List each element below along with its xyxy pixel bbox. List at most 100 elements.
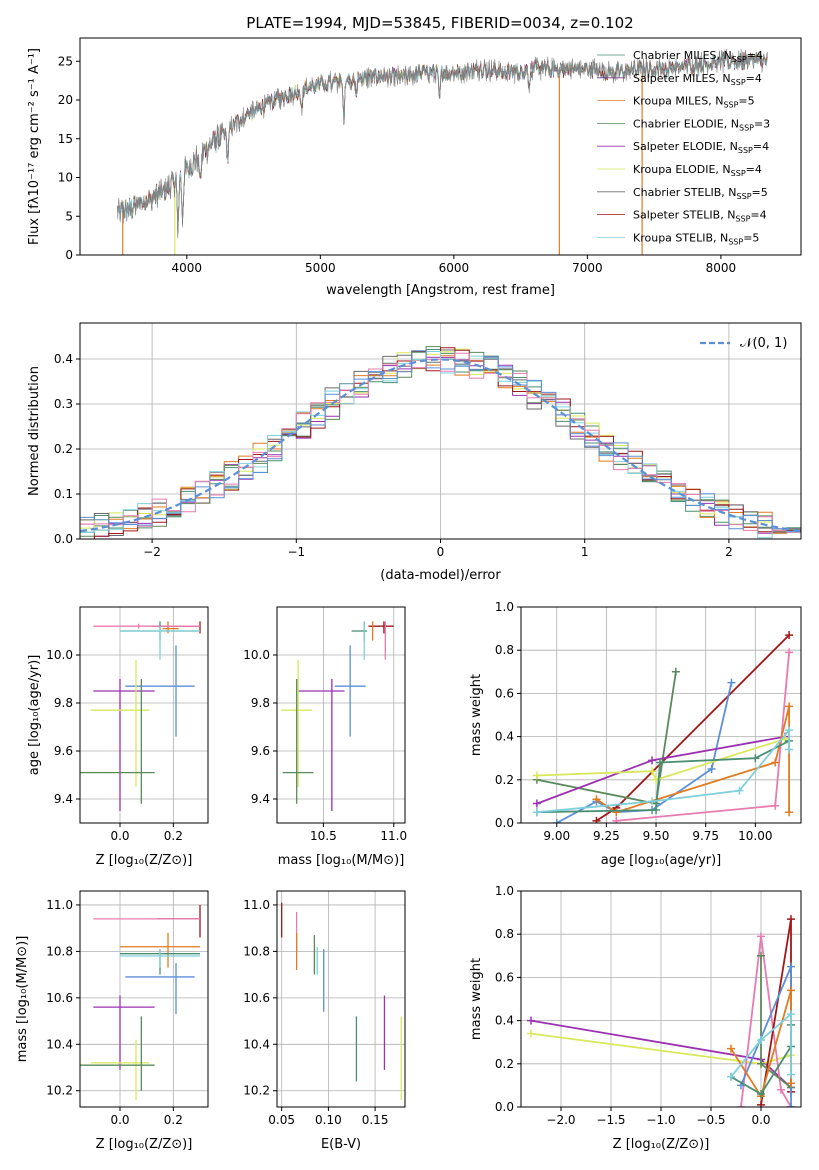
weight_vs_age-weight-marker: [751, 754, 760, 763]
weight_vs_Z-weight-marker: [787, 1079, 795, 1088]
weight_vs_age-weight-marker: [785, 631, 794, 640]
weight_vs_age-frame: [520, 606, 802, 824]
weight_vs_age-weight-marker: [771, 801, 780, 810]
residuals-xtick-label: 2: [725, 545, 733, 559]
spectrum-xtick-label: 6000: [439, 261, 470, 275]
spectrum-ytick-label: 15: [58, 132, 73, 146]
mass_vs_ebv-ytick-label: 10.6: [243, 991, 270, 1005]
mass_vs_ebv-ytick-label: 10.2: [243, 1084, 270, 1098]
spectrum-panel: 4000 5000 6000 7000 8000 0 5 10 15 20 25 wavelength…: [27, 48, 770, 298]
spectrum-legend-subscript: SSP: [735, 215, 750, 224]
weight_vs_Z-xtick-label: −0.5: [696, 1113, 725, 1127]
spectrum-legend-suffix: =5: [752, 186, 768, 199]
residuals-xtick-label: −2: [143, 545, 161, 559]
residuals-ylabel: Normed distribution: [27, 366, 42, 496]
spectrum-legend-label: Chabrier STELIB, NSSP=5: [633, 186, 768, 201]
spectrum-legend-label: Kroupa ELODIE, NSSP=4: [633, 163, 762, 178]
mass_vs_ebv-xtick-label: 0.15: [362, 1113, 389, 1127]
weight_vs_age-ytick-label: 0.6: [495, 686, 514, 700]
age_vs_Z-xlabel: Z [log₁₀(Z/Z⊙)]: [96, 853, 193, 868]
age_vs_Z-panel: 0.0 0.2 9.4 9.6 9.8 10.0 Z [log₁₀(Z/Z⊙)] age [l…: [27, 607, 208, 868]
mass_vs_Z-ytick-label: 10.4: [46, 1037, 73, 1051]
weight_vs_age-xtick-label: 9.25: [593, 829, 620, 843]
weight_vs_age-weight-marker: [785, 702, 794, 711]
spectrum-legend-suffix: =4: [746, 163, 762, 176]
weight_vs_Z-weight-marker: [527, 1016, 535, 1025]
weight_vs_age-ytick-label: 0.4: [495, 730, 514, 744]
weight_vs_age-ytick-label: 0.8: [495, 643, 514, 657]
mass_vs_Z-panel: 0.0 0.2 10.2 10.4 10.6 10.8 11.0 Z [log₁₀(Z/Z⊙)…: [15, 891, 208, 1152]
weight_vs_Z-xtick-label: −2.0: [546, 1113, 575, 1127]
spectrum-ytick-label: 5: [65, 209, 73, 223]
residuals-xtick-label: 1: [581, 545, 589, 559]
spectrum-legend-suffix: =5: [738, 95, 754, 108]
weight_vs_age-ylabel: mass weight: [469, 674, 484, 756]
spectrum-legend-text: Salpeter ELODIE, N: [633, 140, 738, 153]
weight_vs_age-weight-marker: [707, 765, 716, 773]
spectrum-legend-subscript: SSP: [731, 169, 746, 178]
spectrum-legend-suffix: =4: [747, 49, 763, 62]
age_vs_Z-ytick-label: 10.0: [46, 648, 73, 662]
spectrum-legend-text: Salpeter STELIB, N: [633, 209, 735, 222]
residuals-ytick-label: 0.1: [54, 487, 73, 501]
weight_vs_age-weight-marker: [656, 758, 665, 767]
weight_vs_Z-xlabel: Z [log₁₀(Z/Z⊙)]: [613, 1137, 710, 1152]
mass_vs_Z-plot-area: [80, 904, 201, 1101]
weight_vs_Z-ylabel: mass weight: [469, 958, 484, 1040]
spectrum-legend-text: Salpeter MILES, N: [633, 72, 731, 85]
residuals-plot-area: [80, 346, 801, 539]
weight_vs_age-xlabel: age [log₁₀(age/yr)]: [601, 853, 722, 868]
weight_vs_age-ytick-label: 1.0: [495, 600, 514, 614]
weight_vs_age-weight-marker: [785, 648, 794, 657]
weight_vs_Z-ytick-label: 0.0: [495, 1100, 514, 1114]
weight_vs_age-weight-marker: [532, 799, 541, 808]
weight_vs_Z-xtick-label: −1.5: [596, 1113, 625, 1127]
residuals-frame: [79, 322, 802, 540]
weight_vs_age-weight-marker: [785, 808, 794, 817]
weight_vs_age-weight-marker: [612, 808, 621, 817]
weight_vs_age-weight-marker: [648, 797, 657, 806]
residuals-ytick-label: 0.3: [54, 397, 73, 411]
spectrum-ytick-label: 25: [58, 54, 73, 68]
spectrum-legend-suffix: =5: [743, 231, 759, 244]
weight_vs_age-weight-marker: [785, 726, 794, 735]
age_vs_mass-panel: 10.5 11.0 9.4 9.6 9.8 10.0 mass [log₁₀(M/M⊙)]: [243, 607, 407, 868]
age_vs_Z-ytick-label: 9.6: [54, 744, 73, 758]
weight_vs_Z-xtick-label: −1.0: [646, 1113, 675, 1127]
weight_vs_Z-weight-marker: [757, 951, 765, 960]
weight_vs_Z-frame: [520, 890, 802, 1108]
residuals-ytick-label: 0.0: [54, 532, 73, 546]
residuals-histogram-step: [80, 350, 801, 533]
weight_vs_age-weight-marker: [552, 819, 561, 823]
spectrum-legend-text: Kroupa STELIB, N: [633, 231, 728, 244]
weight_vs_age-weight-marker: [735, 786, 744, 795]
weight_vs_Z-weight-marker: [777, 1085, 785, 1094]
residuals-ytick-label: 0.4: [54, 352, 73, 366]
spectrum-xtick-label: 5000: [305, 261, 336, 275]
spectrum-legend-subscript: SSP: [732, 55, 747, 64]
mass_vs_ebv-frame: [276, 890, 406, 1108]
weight_vs_age-weight-line: [596, 634, 790, 822]
mass_vs_Z-ytick-label: 11.0: [46, 898, 73, 912]
mass_vs_Z-xlabel: Z [log₁₀(Z/Z⊙)]: [96, 1137, 193, 1152]
weight_vs_age-xtick-label: 9.00: [543, 829, 570, 843]
age_vs_mass-xlabel: mass [log₁₀(M/M⊙)]: [278, 853, 405, 868]
mass_vs_Z-ytick-label: 10.2: [46, 1084, 73, 1098]
weight_vs_age-xtick-label: 9.50: [643, 829, 670, 843]
age_vs_mass-xtick-label: 11.0: [380, 829, 407, 843]
age_vs_mass-xtick-label: 10.5: [310, 829, 337, 843]
weight_vs_Z-weight-marker: [787, 986, 795, 995]
weight_vs_age-plot-area: [532, 631, 794, 823]
weight_vs_Z-ytick-label: 0.2: [495, 1057, 514, 1071]
spectrum-xtick-label: 4000: [172, 261, 203, 275]
age_vs_Z-ytick-label: 9.4: [54, 792, 73, 806]
weight_vs_Z-weight-marker: [757, 1100, 765, 1107]
mass_vs_ebv-xtick-label: 0.10: [315, 1113, 342, 1127]
age_vs_mass-ytick-label: 9.4: [251, 792, 270, 806]
weight_vs_age-xtick-label: 9.75: [692, 829, 719, 843]
age_vs_Z-xtick-label: 0.2: [164, 829, 183, 843]
mass_vs_Z-ytick-label: 10.8: [46, 944, 73, 958]
spectrum-legend-subscript: SSP: [731, 78, 746, 87]
mass_vs_ebv-ytick-label: 11.0: [243, 898, 270, 912]
age_vs_Z-ytick-label: 9.8: [54, 696, 73, 710]
